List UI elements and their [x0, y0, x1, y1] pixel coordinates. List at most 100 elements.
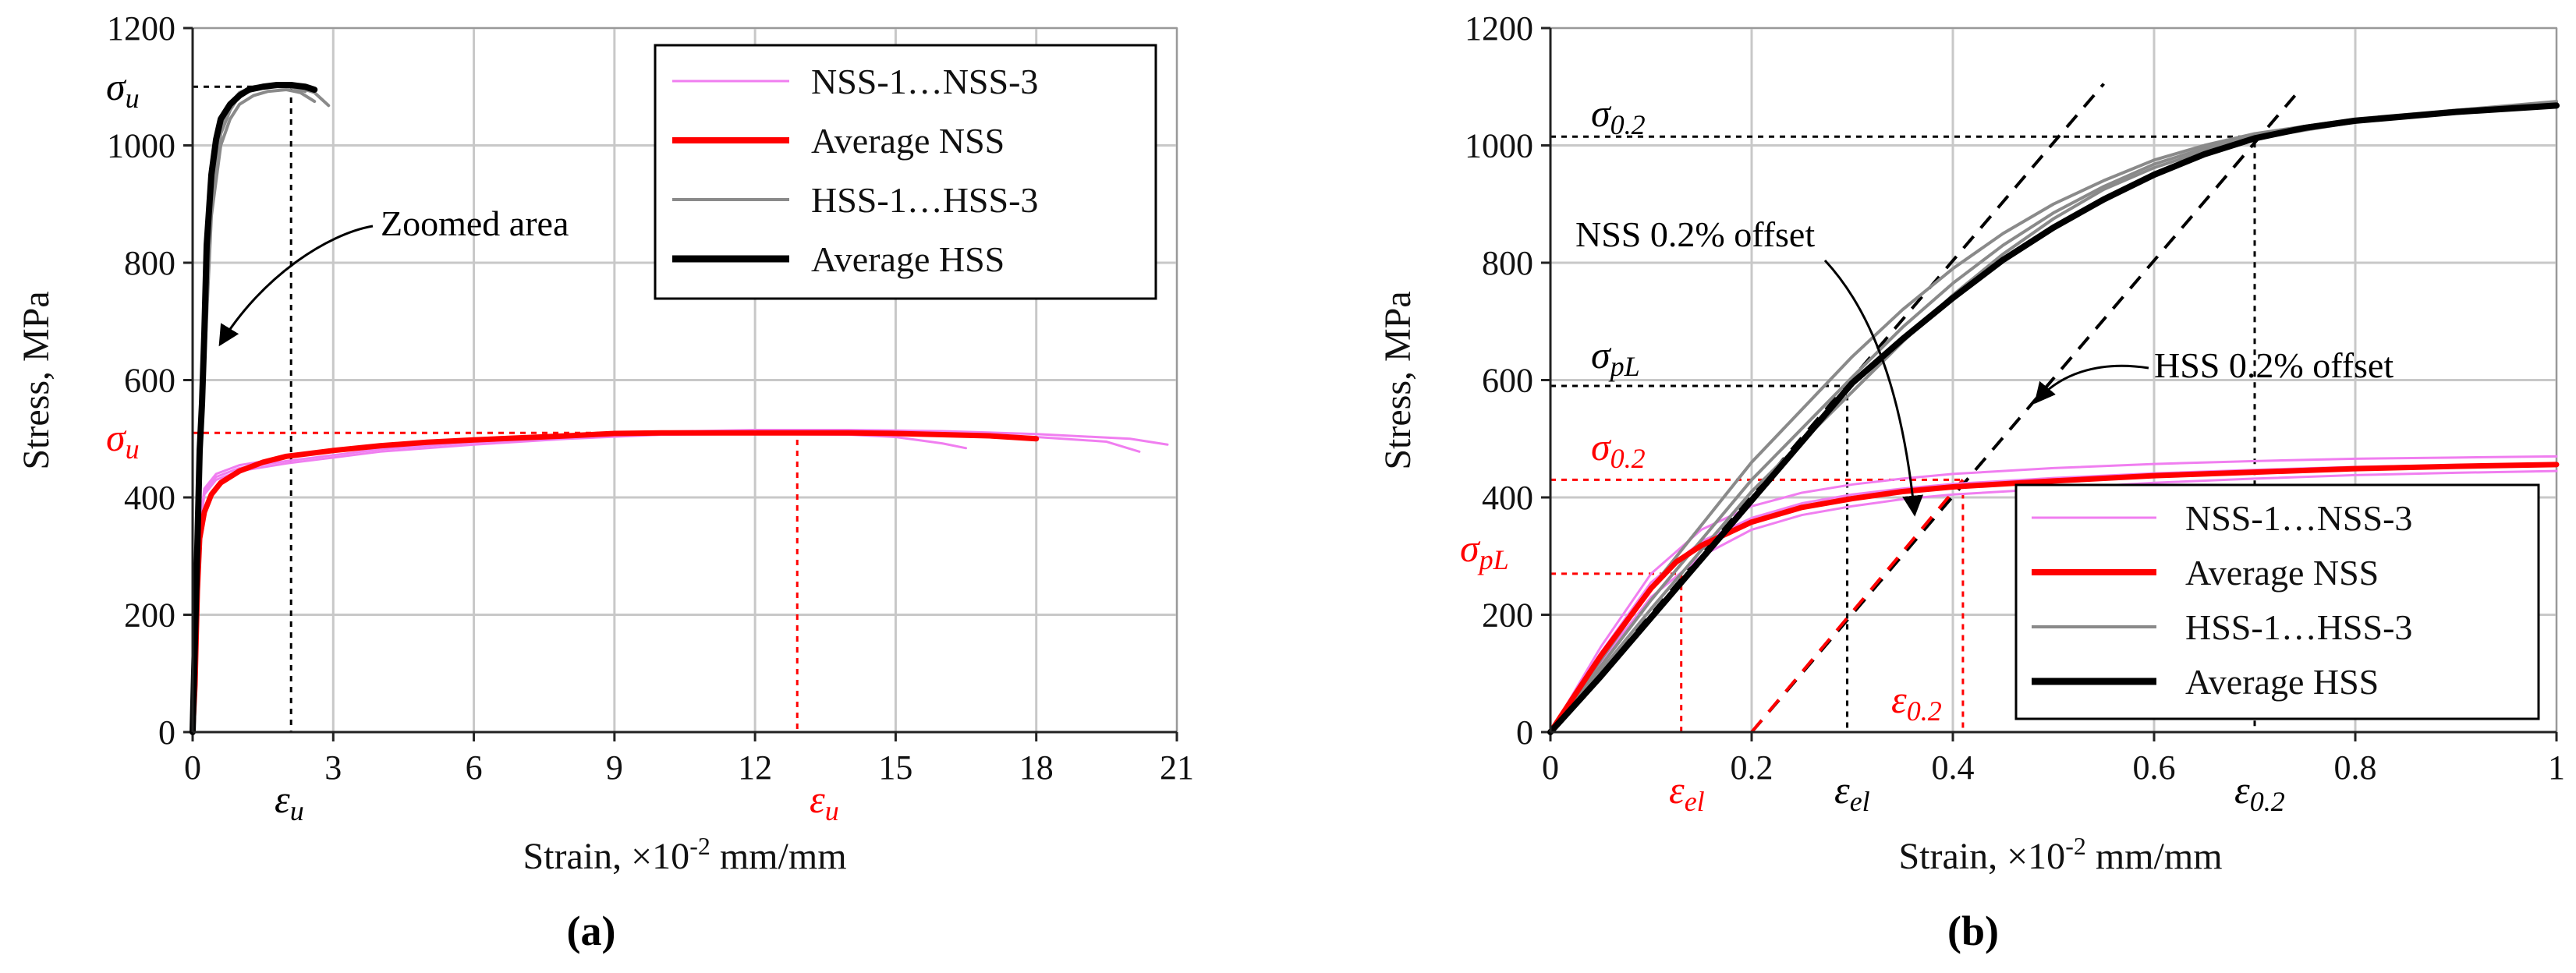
panel-a-series-nss-1 [191, 433, 968, 734]
panel-a-y-tick-label: 200 [124, 596, 175, 635]
panel-a-eps-u-red-label: εu [810, 777, 839, 826]
panel-a-series-nss-2 [191, 431, 1141, 734]
panel-a-x-axis-title: Strain, ×10-2 mm/mm [523, 832, 846, 877]
panel-b-sigma-pl-black-label: σpL [1591, 333, 1640, 382]
panel-b-eps02-black-symbol: ε [2234, 768, 2250, 812]
panel-b-ticks: 0 0.2 0.4 0.6 0.8 1 0 200 400 600 800 1000 1200 [1465, 9, 2565, 787]
panel-a-zoomed-area-label: Zoomed area [381, 203, 569, 243]
panel-b-nss-offset-arrow [1823, 259, 1924, 517]
panel-b-legend-label-hss-average: Average HSS [2185, 662, 2379, 702]
panel-b: 0 0.2 0.4 0.6 0.8 1 0 200 400 600 800 1000 1200 Stre… [1377, 9, 2565, 954]
panel-b-hss-offset-arrow [2034, 364, 2149, 405]
panel-b-y-tick-label: 800 [1482, 244, 1533, 282]
panel-a-x-tick-label: 12 [738, 748, 772, 787]
panel-b-sigma-pl-black-symbol: σ [1591, 333, 1612, 377]
panel-a-x-tick-label: 21 [1160, 748, 1194, 787]
panel-b-nss-offset-label: NSS 0.2% offset [1575, 214, 1815, 254]
panel-a-legend-label-hss-specimens: HSS-1…HSS-3 [811, 180, 1038, 220]
panel-b-series [1547, 100, 2560, 735]
panel-b-legend-label-nss-average: Average NSS [2185, 553, 2379, 593]
panel-a-y-tick-label: 800 [124, 244, 175, 282]
panel-b-sigma-pl-red-symbol: σ [1460, 526, 1481, 570]
panel-a-x-tick-label: 0 [184, 748, 201, 787]
panel-b-sigma-pl-red-subscript: pL [1477, 544, 1509, 575]
panel-b-series-average-hss [1547, 102, 2560, 735]
panel-a-series-nss-3 [191, 428, 1169, 734]
panel-b-eps-el-black-subscript: el [1850, 786, 1870, 817]
panel-b-y-tick-label: 0 [1516, 713, 1533, 752]
panel-a-y-tick-label: 1200 [107, 9, 175, 48]
panel-a-x-axis-title-exponent: -2 [689, 832, 710, 860]
panel-b-eps-el-black-symbol: ε [1834, 768, 1850, 812]
panel-b-eps-el-red-subscript: el [1685, 786, 1705, 817]
panel-b-sigma02-black-label: σ0.2 [1591, 91, 1646, 140]
panel-b-caption: (b) [1947, 908, 1999, 954]
panel-b-sigma-pl-red-label: σpL [1460, 526, 1509, 575]
panel-b-legend-label-hss-specimens: HSS-1…HSS-3 [2185, 607, 2412, 647]
panel-a-ticks: 0 3 6 9 12 15 18 21 0 200 400 600 800 1000 1200 [107, 9, 1194, 787]
panel-a-eps-u-black-symbol: ε [275, 777, 290, 821]
panel-a-eps-u-black-label: εu [275, 777, 304, 826]
panel-b-x-axis-title-unit: mm/mm [2086, 836, 2223, 877]
panel-b-x-axis-title-exponent: -2 [2065, 832, 2086, 860]
panel-a-black-reference-line [193, 85, 292, 732]
panel-b-sigma02-red-label: σ0.2 [1591, 425, 1646, 474]
panel-a-sigma-u-black-subscript: u [126, 83, 140, 114]
panel-a-eps-u-red-symbol: ε [810, 777, 825, 821]
panel-a-series [190, 81, 1169, 735]
panel-a-legend-label-nss-specimens: NSS-1…NSS-3 [811, 62, 1038, 101]
panel-b-x-tick-label: 0.6 [2133, 748, 2176, 787]
panel-b-sigma02-red-symbol: σ [1591, 425, 1612, 469]
panel-b-hss-offset-label: HSS 0.2% offset [2154, 345, 2394, 385]
panel-b-sigma02-black-subscript: 0.2 [1610, 109, 1646, 140]
panel-a-sigma-u-black-label: σu [106, 65, 140, 114]
panel-b-series-average-nss [1547, 462, 2560, 735]
panel-b-y-tick-label: 1000 [1465, 127, 1533, 165]
panel-b-x-tick-label: 0 [1542, 748, 1559, 787]
panel-b-x-axis-title-main: Strain, ×10 [1898, 836, 2065, 877]
panel-a-series-average-hss [190, 81, 318, 735]
panel-b-legend-label-nss-specimens: NSS-1…NSS-3 [2185, 498, 2412, 538]
panel-a-x-axis-title-main: Strain, ×10 [523, 836, 689, 877]
panel-a-legend-label-hss-average: Average HSS [811, 239, 1005, 279]
panel-b-x-axis-title: Strain, ×10-2 mm/mm [1898, 832, 2222, 877]
panel-b-y-tick-label: 600 [1482, 362, 1533, 400]
panel-a-zoomed-area-arrow [218, 225, 374, 347]
panel-b-eps02-black-label: ε0.2 [2234, 768, 2285, 817]
panel-b-x-tick-label: 0.4 [1932, 748, 1975, 787]
panel-b-legend: NSS-1…NSS-3 Average NSS HSS-1…HSS-3 Aver… [2014, 483, 2540, 720]
panel-b-y-tick-label: 400 [1482, 479, 1533, 517]
panel-b-series-nss-3 [1549, 455, 2558, 734]
panel-a-sigma-u-red-subscript: u [126, 433, 140, 465]
panel-b-eps02-red-label: ε0.2 [1891, 678, 1942, 727]
panel-b-red-reference-line [1550, 478, 1965, 732]
panel-a-series-average-nss [190, 430, 1040, 735]
panel-a-sigma-u-black-symbol: σ [106, 65, 127, 108]
panel-a-caption: (a) [567, 908, 616, 954]
panel-b-y-tick-label: 200 [1482, 596, 1533, 635]
panel-b-sigma-pl-black-subscript: pL [1608, 351, 1640, 382]
panel-a-legend-label-nss-average: Average NSS [811, 121, 1005, 161]
panel-b-eps-el-red-label: εel [1669, 768, 1705, 817]
panel-b-x-tick-label: 1 [2548, 748, 2565, 787]
panel-b-sigma02-black-symbol: σ [1591, 91, 1612, 135]
panel-b-eps-el-red-symbol: ε [1669, 768, 1685, 812]
panel-a-x-tick-label: 3 [324, 748, 342, 787]
panel-a-y-tick-label: 400 [124, 479, 175, 517]
panel-b-y-axis-title: Stress, MPa [1377, 291, 1419, 469]
panel-b-red-offset-line [1750, 479, 1965, 734]
panel-b-sigma02-red-subscript: 0.2 [1610, 443, 1646, 474]
panel-a-sigma-u-red-label: σu [106, 416, 140, 465]
panel-a-eps-u-red-subscript: u [825, 795, 839, 826]
panel-b-y-tick-label: 1200 [1465, 9, 1533, 48]
panel-a-y-tick-label: 600 [124, 362, 175, 400]
panel-a-x-tick-label: 6 [466, 748, 483, 787]
panel-a-x-tick-label: 18 [1019, 748, 1054, 787]
panel-a-x-tick-label: 15 [878, 748, 912, 787]
panel-a-sigma-u-red-symbol: σ [106, 416, 127, 459]
panel-b-x-tick-label: 0.2 [1731, 748, 1773, 787]
panel-a-red-reference-line [193, 431, 799, 732]
panel-a-y-tick-label: 0 [158, 713, 175, 752]
panel-b-eps-el-black-label: εel [1834, 768, 1870, 817]
